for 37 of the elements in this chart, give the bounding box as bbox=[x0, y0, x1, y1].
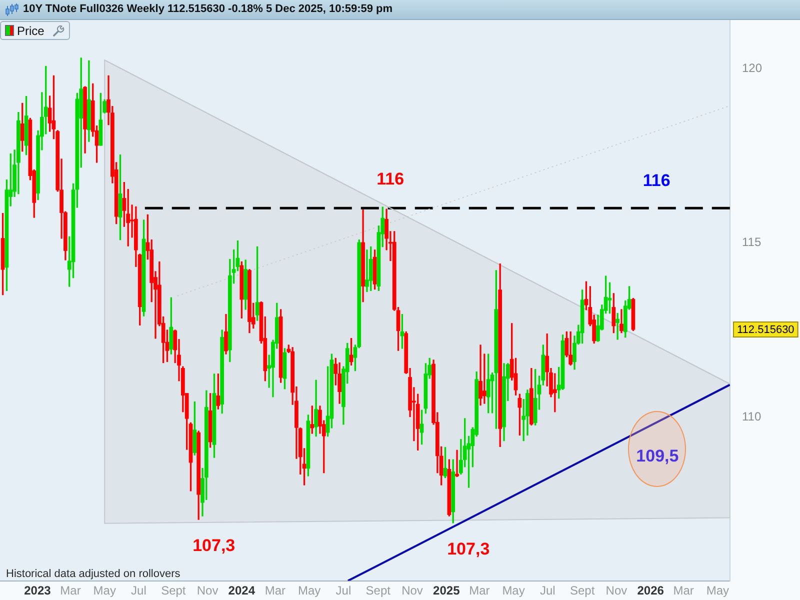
y-tick-label: 110 bbox=[742, 409, 762, 424]
x-tick-label: Nov bbox=[606, 583, 628, 598]
x-tick-label: Mar bbox=[673, 583, 694, 598]
x-tick-label: 2026 bbox=[637, 583, 664, 598]
annotation: 109,5 bbox=[636, 446, 679, 466]
x-tick-label: Mar bbox=[469, 583, 490, 598]
x-tick-label: 2024 bbox=[228, 583, 256, 598]
x-tick-label: Mar bbox=[264, 583, 286, 598]
x-tick-label: May bbox=[706, 583, 730, 598]
candlestick bbox=[616, 312, 620, 340]
candlestick bbox=[482, 354, 486, 404]
annotation: Historical data adjusted on rollovers bbox=[6, 568, 181, 580]
x-tick-label: Jul bbox=[131, 583, 146, 598]
x-tick-label: May bbox=[298, 583, 321, 598]
text: 112.515630 bbox=[737, 324, 794, 336]
annotation: 116 bbox=[376, 170, 404, 189]
x-tick-label: Jul bbox=[336, 583, 352, 598]
x-tick-label: Nov bbox=[196, 583, 218, 598]
x-tick-label: 2023 bbox=[24, 583, 52, 598]
annotation: 107,3 bbox=[192, 536, 236, 556]
x-tick-label: Sept bbox=[366, 583, 392, 598]
x-tick-label: Sept bbox=[570, 583, 596, 598]
x-tick-label: Mar bbox=[60, 583, 81, 598]
x-tick-label: May bbox=[93, 583, 116, 598]
legend-label: Price bbox=[17, 24, 44, 38]
y-tick-label: 120 bbox=[742, 61, 762, 76]
annotation: 116 bbox=[642, 170, 670, 190]
annotation: 107,3 bbox=[447, 540, 490, 559]
candlestick bbox=[455, 450, 459, 477]
candlestick bbox=[365, 250, 369, 292]
chart-title: 10Y TNote Full0326 Weekly 112.515630 -0.18% 5 Dec 2025, 10:59:59 pm bbox=[23, 3, 393, 15]
y-tick-label: 115 bbox=[742, 235, 762, 250]
x-tick-label: Sept bbox=[161, 583, 186, 598]
x-tick-label: May bbox=[502, 583, 525, 598]
x-tick-label: 2025 bbox=[433, 583, 460, 598]
x-tick-label: Jul bbox=[540, 583, 556, 598]
x-tick-label: Nov bbox=[402, 583, 423, 598]
